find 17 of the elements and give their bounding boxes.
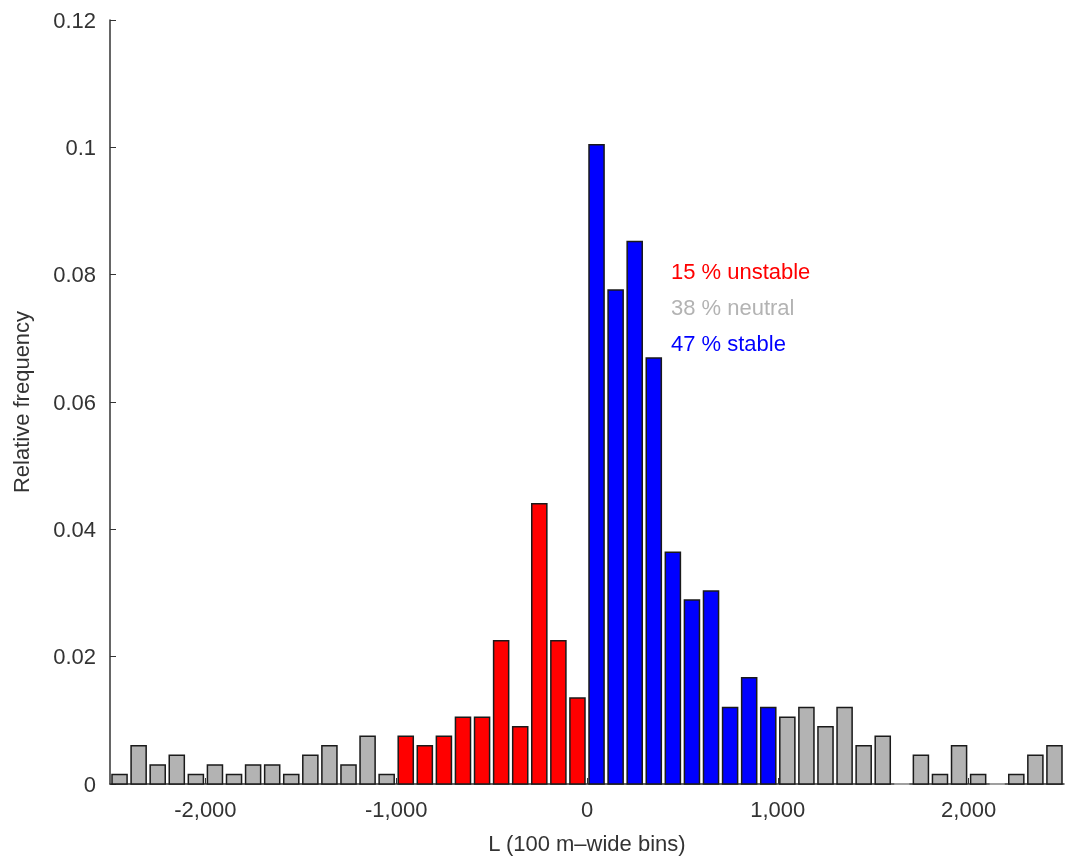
y-axis-title: Relative frequency: [8, 310, 34, 494]
x-tick-label: 1,000: [750, 796, 806, 822]
x-axis-title: L (100 m–wide bins): [488, 830, 686, 856]
x-tick-label: 2,000: [941, 796, 997, 822]
y-tick-label: 0.06: [53, 389, 96, 415]
y-tick-label: 0.08: [53, 262, 96, 288]
text: 15 % unstable: [670, 258, 811, 284]
x-tick-label: -2,000: [174, 796, 237, 822]
y-tick-label: 0: [83, 771, 96, 797]
text: 38 % neutral: [670, 294, 795, 320]
x-tick-label: -1,000: [365, 796, 428, 822]
y-tick-label: 0.02: [53, 644, 96, 670]
y-tick-label: 0.12: [53, 7, 96, 33]
series-label: 47 % stable: [670, 330, 786, 356]
x-tick-label: 0: [580, 796, 594, 822]
y-tick-label: 0.04: [53, 516, 96, 542]
y-tick-label: 0.1: [65, 134, 96, 160]
